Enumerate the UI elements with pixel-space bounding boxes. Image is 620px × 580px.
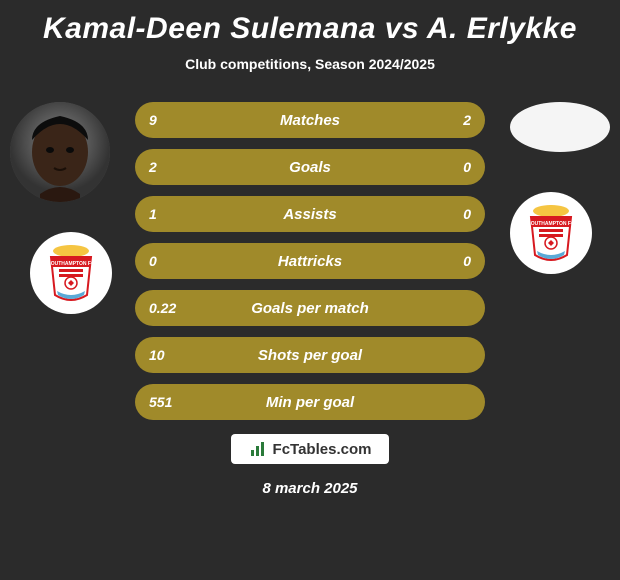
stat-row: 551 Min per goal <box>135 384 485 420</box>
comparison-area: SOUTHAMPTON FC SOUTHAMPTON FC <box>0 102 620 420</box>
stat-label: Assists <box>283 206 336 223</box>
stat-row: 0.22 Goals per match <box>135 290 485 326</box>
stat-row: 10 Shots per goal <box>135 337 485 373</box>
stat-label: Shots per goal <box>258 347 362 364</box>
player-face-icon <box>10 102 110 202</box>
player-right-avatar-blank <box>510 102 610 152</box>
stat-left-value: 2 <box>149 159 189 175</box>
stat-label: Goals per match <box>251 300 369 317</box>
footer: FcTables.com <box>0 434 620 464</box>
stat-label: Goals <box>289 159 331 176</box>
player-left-column: SOUTHAMPTON FC <box>10 102 112 314</box>
stat-left-value: 551 <box>149 394 189 410</box>
fctables-badge: FcTables.com <box>231 434 390 464</box>
stat-right-value: 2 <box>431 112 471 128</box>
subtitle: Club competitions, Season 2024/2025 <box>0 56 620 72</box>
southampton-badge-icon: SOUTHAMPTON FC <box>37 239 105 307</box>
date-label: 8 march 2025 <box>0 480 620 497</box>
player-right-column: SOUTHAMPTON FC <box>510 102 610 274</box>
southampton-badge-icon: SOUTHAMPTON FC <box>517 199 585 267</box>
stat-right-value: 0 <box>431 159 471 175</box>
stat-row: 2 Goals 0 <box>135 149 485 185</box>
stat-label: Matches <box>280 112 340 129</box>
stat-rows: 9 Matches 2 2 Goals 0 1 Assists 0 0 Hatt… <box>135 102 485 420</box>
stat-left-value: 10 <box>149 347 189 363</box>
stat-left-value: 0 <box>149 253 189 269</box>
stat-row: 0 Hattricks 0 <box>135 243 485 279</box>
player-left-club-badge: SOUTHAMPTON FC <box>30 232 112 314</box>
stat-right-value: 0 <box>431 206 471 222</box>
stat-label: Hattricks <box>278 253 342 270</box>
stat-left-value: 9 <box>149 112 189 128</box>
page-title: Kamal-Deen Sulemana vs A. Erlykke <box>0 0 620 46</box>
bar-chart-icon <box>249 440 267 458</box>
svg-text:SOUTHAMPTON FC: SOUTHAMPTON FC <box>47 261 95 267</box>
stat-left-value: 0.22 <box>149 300 189 316</box>
stat-left-value: 1 <box>149 206 189 222</box>
fctables-label: FcTables.com <box>273 441 372 458</box>
player-left-avatar <box>10 102 110 202</box>
stat-row: 1 Assists 0 <box>135 196 485 232</box>
stat-right-value: 0 <box>431 253 471 269</box>
stat-label: Min per goal <box>266 394 354 411</box>
stat-row: 9 Matches 2 <box>135 102 485 138</box>
svg-text:SOUTHAMPTON FC: SOUTHAMPTON FC <box>527 221 575 227</box>
player-right-club-badge: SOUTHAMPTON FC <box>510 192 592 274</box>
